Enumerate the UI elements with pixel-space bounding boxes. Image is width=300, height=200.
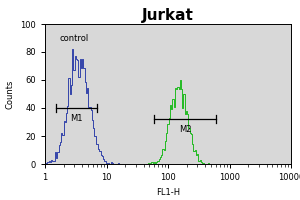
Text: control: control (59, 34, 88, 43)
Text: M1: M1 (70, 114, 83, 123)
Title: Jurkat: Jurkat (142, 8, 194, 23)
Text: M2: M2 (179, 125, 191, 134)
X-axis label: FL1-H: FL1-H (156, 188, 180, 197)
Y-axis label: Counts: Counts (6, 79, 15, 109)
